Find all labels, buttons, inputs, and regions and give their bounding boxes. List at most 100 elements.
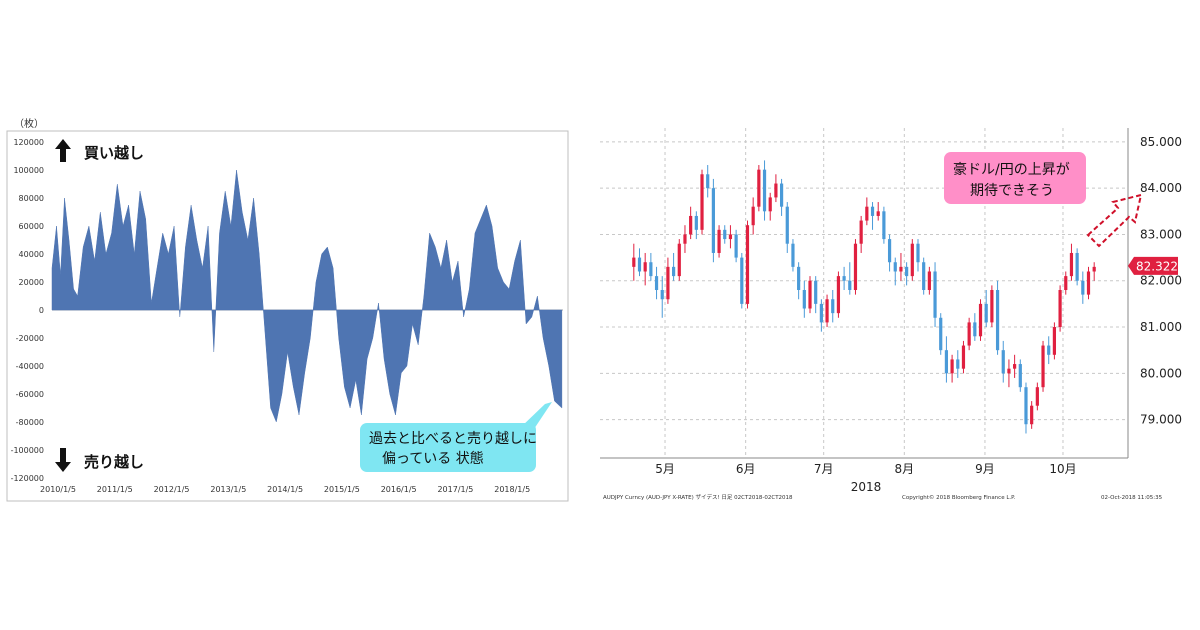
sell-annotation: 売り越し xyxy=(55,448,144,472)
candle-body xyxy=(1075,252,1079,281)
candle-body xyxy=(1052,327,1057,355)
candle-body xyxy=(1058,290,1062,328)
callout-line-2: 期待できそう xyxy=(970,183,1054,199)
candle-body xyxy=(1007,368,1011,374)
candle-body xyxy=(723,229,727,240)
x-tick-label: 2016/1/5 xyxy=(381,485,417,494)
candle-body xyxy=(927,271,931,290)
candle-body xyxy=(740,257,744,304)
callout-box xyxy=(944,152,1086,204)
callout-rise: 豪ドル/円の上昇が 期待できそう xyxy=(944,152,1086,204)
callout-line-1: 豪ドル/円の上昇が xyxy=(953,162,1070,178)
candle-body xyxy=(870,206,875,216)
candle-body xyxy=(967,322,971,346)
candle-body xyxy=(1030,405,1034,425)
candle-body xyxy=(819,303,823,323)
y-tick-label: -40000 xyxy=(16,362,44,371)
price-tick-label: 81.000 xyxy=(1140,320,1182,334)
candle-body xyxy=(1018,364,1022,388)
x-tick-label: 2010/1/5 xyxy=(40,485,76,494)
candle-body xyxy=(848,280,852,290)
y-tick-labels: 120000 100000 80000 60000 40000 20000 0 -20000 -… xyxy=(11,138,44,483)
y-tick-label: -60000 xyxy=(16,390,44,399)
candle-body xyxy=(910,243,914,277)
buy-annotation: 買い越し xyxy=(55,139,144,162)
y-tick-label: 80000 xyxy=(19,194,44,203)
candle-body xyxy=(1081,280,1085,295)
candle-body xyxy=(762,169,767,212)
candle-body xyxy=(933,271,937,318)
candle-body xyxy=(882,211,886,240)
sell-annotation-label: 売り越し xyxy=(84,453,144,471)
candle-body xyxy=(734,234,738,258)
candle-body xyxy=(802,290,806,309)
candle-body xyxy=(745,225,750,304)
candle-body xyxy=(1047,345,1051,355)
candle-body xyxy=(717,229,721,253)
year-label: 2018 xyxy=(851,480,882,494)
candle-body xyxy=(728,234,733,240)
price-tick-label: 83.000 xyxy=(1140,227,1182,241)
candle-body xyxy=(842,276,846,281)
candle-body xyxy=(791,243,795,267)
price-tick-label: 80.000 xyxy=(1140,366,1182,380)
candle-body xyxy=(711,188,715,253)
last-price-value: 82.322 xyxy=(1136,259,1178,273)
candle-body xyxy=(757,169,761,207)
candle-body xyxy=(1092,266,1096,272)
candle-body xyxy=(939,317,943,351)
candle-body xyxy=(990,290,994,323)
candle-body xyxy=(831,299,835,314)
candle-body xyxy=(637,257,642,272)
price-tick-label: 79.000 xyxy=(1140,413,1182,427)
x-tick-label: 2015/1/5 xyxy=(324,485,360,494)
y-tick-label: -100000 xyxy=(11,446,44,455)
x-tick-label: 2017/1/5 xyxy=(437,485,473,494)
candle-body xyxy=(944,350,949,374)
candle-body xyxy=(956,359,960,369)
month-tick-label: 8月 xyxy=(894,462,914,476)
candle-body xyxy=(887,239,892,263)
y-tick-label: -80000 xyxy=(16,418,44,427)
month-tick-label: 5月 xyxy=(655,462,675,476)
candle-body xyxy=(950,359,954,374)
y-tick-label: -120000 xyxy=(11,474,44,483)
area-series xyxy=(51,169,563,423)
candle-body xyxy=(905,266,909,277)
candle-body xyxy=(825,299,829,323)
x-tick-labels: 2010/1/5 2011/1/5 2012/1/5 2013/1/5 2014/1/5… xyxy=(40,485,530,494)
y-tick-label: 120000 xyxy=(13,138,44,147)
candle-body xyxy=(995,290,1000,351)
footer-copyright: Copyright© 2018 Bloomberg Finance L.P. xyxy=(902,494,1016,501)
callout-sell-bias: 過去と比べると売り越しに 偏っている 状態 xyxy=(360,402,552,472)
candle-body xyxy=(1069,252,1074,277)
candle-body xyxy=(814,280,818,304)
candle-body xyxy=(899,266,903,272)
candle-body xyxy=(978,303,983,337)
candle-body xyxy=(961,345,966,369)
candle-body xyxy=(694,215,698,230)
candle-body xyxy=(706,174,710,189)
y-unit-label: （枚） xyxy=(14,117,44,130)
footer-timestamp: 02-Oct-2018 11:05:35 xyxy=(1101,495,1163,501)
candle-body xyxy=(1013,364,1017,369)
candle-body xyxy=(859,220,863,244)
up-arrow-icon xyxy=(55,139,71,162)
candles xyxy=(632,160,1096,434)
candle-body xyxy=(643,262,647,272)
y-tick-label: 40000 xyxy=(19,250,44,259)
candle-body xyxy=(689,215,693,235)
candle-body xyxy=(922,262,926,290)
candle-body xyxy=(973,322,977,337)
candle-body xyxy=(660,290,664,300)
x-tick-label: 2012/1/5 xyxy=(154,485,190,494)
callout-line-1: 過去と比べると売り越しに xyxy=(369,431,537,447)
callout-line-2: 偏っている 状態 xyxy=(382,451,484,467)
candle-body xyxy=(751,206,755,226)
candle-body xyxy=(1064,276,1068,290)
month-tick-labels: 5月 6月 7月 8月 9月 10月 xyxy=(655,462,1076,476)
candle-body xyxy=(876,211,880,216)
candle-body xyxy=(853,243,858,290)
last-price-marker xyxy=(1128,256,1178,275)
candle-body xyxy=(1024,387,1028,425)
